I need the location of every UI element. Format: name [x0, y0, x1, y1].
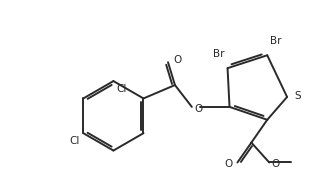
Text: O: O	[195, 104, 203, 114]
Text: Cl: Cl	[116, 84, 127, 94]
Text: O: O	[174, 55, 182, 65]
Text: Cl: Cl	[69, 136, 79, 146]
Text: O: O	[271, 159, 280, 169]
Text: Br: Br	[270, 36, 282, 46]
Text: O: O	[224, 159, 233, 169]
Text: S: S	[294, 91, 301, 101]
Text: Br: Br	[213, 49, 224, 59]
